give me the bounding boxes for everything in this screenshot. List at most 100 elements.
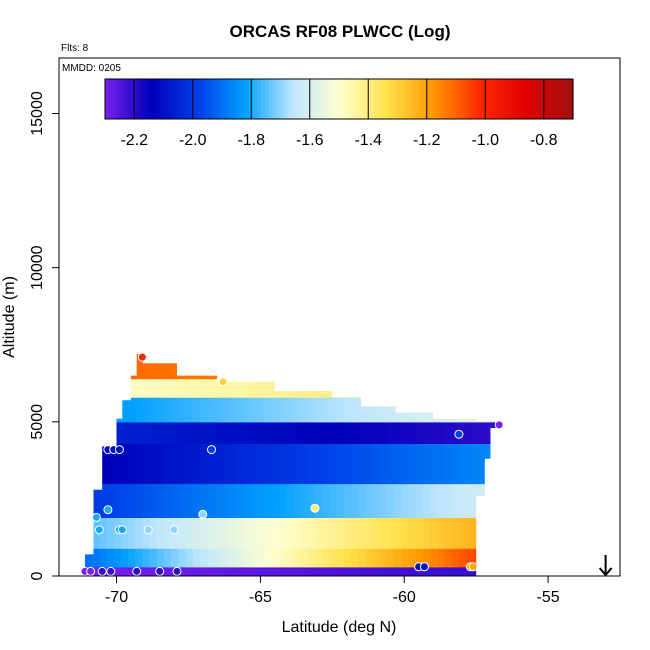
field-cell (84, 378, 93, 389)
colorbar-segment (561, 79, 566, 119)
field-cell (300, 517, 309, 526)
field-cell (99, 459, 108, 468)
field-cell (408, 413, 417, 423)
field-cell (430, 566, 438, 576)
field-cell (142, 557, 151, 568)
field-cell (106, 525, 115, 534)
field-cell (207, 459, 215, 468)
field-cell (286, 354, 295, 363)
colorbar-segment (362, 79, 367, 119)
field-cell (422, 517, 431, 526)
field-cell (343, 413, 352, 423)
field-cell (178, 413, 187, 423)
field-cell (372, 500, 381, 510)
colorbar-segment (475, 79, 480, 119)
colorbar-tick-label: -0.8 (530, 132, 558, 149)
field-cell (113, 557, 122, 568)
colorbar-segment (569, 79, 574, 119)
arrow-marker (598, 555, 613, 577)
field-cell (128, 467, 136, 477)
field-cell (178, 459, 187, 468)
field-cell (408, 370, 417, 380)
field-cell (300, 508, 309, 518)
field-cell (387, 475, 395, 485)
field-cell (207, 362, 215, 371)
field-cell (494, 557, 500, 568)
field-cell (372, 540, 381, 549)
field-cell (401, 397, 410, 406)
x-tick-label: -60 (393, 589, 416, 606)
colorbar-segment (218, 79, 223, 119)
field-cell (322, 566, 330, 576)
field-cell (451, 525, 460, 534)
field-cell (178, 548, 187, 559)
field-cell (149, 397, 158, 406)
field-cell (300, 532, 309, 542)
field-cell (192, 483, 201, 493)
field-cell (437, 387, 446, 398)
field-cell (228, 467, 237, 477)
field-cell (286, 508, 295, 518)
field-cell (343, 354, 352, 363)
field-cell (192, 508, 201, 518)
field-cell (171, 467, 179, 477)
field-cell (264, 525, 273, 534)
field-cell (106, 397, 115, 406)
field-cell (379, 492, 388, 502)
field-cell (408, 475, 417, 485)
field-cell (279, 436, 287, 444)
field-cell (128, 475, 136, 485)
field-cell (322, 354, 330, 363)
field-cell (113, 517, 122, 526)
field-cell (164, 421, 172, 430)
field-cell (128, 443, 136, 452)
field-cell (214, 483, 223, 493)
field-cell (200, 397, 208, 406)
field-cell (214, 443, 223, 452)
field-cell (336, 517, 345, 526)
field-cell (185, 557, 194, 568)
field-cell (494, 483, 500, 493)
field-cell (99, 475, 108, 485)
field-cell (437, 405, 446, 415)
field-cell (315, 405, 323, 415)
field-cell (142, 483, 151, 493)
field-cell (264, 451, 273, 460)
field-cell (264, 532, 273, 542)
field-cell (480, 421, 489, 430)
field-cell (200, 467, 208, 477)
field-cell (228, 548, 237, 559)
field-cell (401, 387, 410, 398)
field-cell (207, 532, 215, 542)
field-cell (422, 451, 431, 460)
field-cell (120, 492, 129, 502)
field-cell (494, 387, 500, 398)
field-cell (437, 566, 446, 576)
field-cell (394, 492, 402, 502)
field-cell (279, 508, 287, 518)
field-cell (487, 354, 496, 363)
field-cell (466, 517, 474, 526)
field-cell (466, 413, 474, 423)
field-cell (200, 362, 208, 371)
field-cell (142, 459, 151, 468)
field-cell (178, 443, 187, 452)
field-cell (149, 492, 158, 502)
field-cell (401, 517, 410, 526)
field-cell (422, 370, 431, 380)
field-cell (192, 467, 201, 477)
field-cell (494, 451, 500, 460)
field-cell (120, 362, 129, 371)
field-cell (279, 387, 287, 398)
field-cell (408, 557, 417, 568)
field-cell (128, 557, 136, 568)
field-cell (200, 451, 208, 460)
field-cell (106, 429, 115, 437)
field-cell (358, 378, 366, 389)
field-cell (171, 451, 179, 460)
field-cell (437, 413, 446, 423)
field-cell (473, 370, 482, 380)
field-cell (286, 436, 295, 444)
colorbar-segment (498, 79, 504, 119)
field-cell (106, 413, 115, 423)
